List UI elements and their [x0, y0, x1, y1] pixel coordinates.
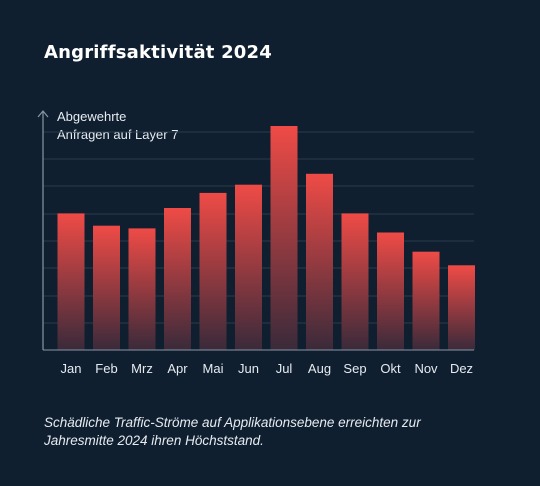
- x-tick-label: Okt: [380, 361, 401, 376]
- y-axis-label-line-1: Abgewehrte: [57, 109, 127, 124]
- bar-sep: [341, 213, 369, 350]
- x-tick-label: Apr: [167, 361, 188, 376]
- bar-feb: [93, 225, 120, 350]
- bar-nov: [412, 251, 440, 350]
- y-axis-arrow-icon: [37, 110, 49, 118]
- bar-jan: [57, 213, 85, 350]
- x-tick-label: Jul: [276, 361, 293, 376]
- bar-jul: [270, 126, 298, 350]
- y-axis-label-line-2: Anfragen auf Layer 7: [57, 127, 179, 142]
- bar-mai: [199, 192, 227, 350]
- bar-okt: [377, 232, 404, 350]
- bar-dez: [448, 265, 475, 350]
- x-tick-label: Jan: [61, 361, 82, 376]
- bar-jun: [235, 184, 262, 350]
- bar-mrz: [128, 228, 156, 350]
- chart-title: Angriffsaktivität 2024: [44, 42, 272, 63]
- x-tick-label: Feb: [95, 361, 117, 376]
- x-tick-label: Dez: [450, 361, 473, 376]
- bar-apr: [164, 208, 191, 350]
- x-tick-label: Jun: [238, 361, 259, 376]
- bar-aug: [306, 173, 333, 350]
- x-tick-label: Mai: [203, 361, 224, 376]
- y-axis-label: Abgewehrte Anfragen auf Layer 7: [57, 108, 178, 144]
- x-tick-label: Nov: [414, 361, 438, 376]
- x-tick-label: Mrz: [131, 361, 153, 376]
- x-tick-label: Aug: [308, 361, 331, 376]
- chart-caption: Schädliche Traffic-Ströme auf Applikatio…: [44, 415, 421, 448]
- x-tick-label: Sep: [343, 361, 366, 376]
